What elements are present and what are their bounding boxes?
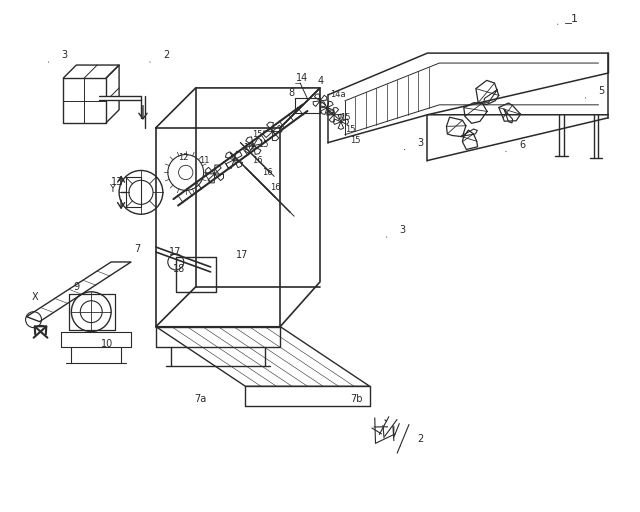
Text: 16: 16 xyxy=(243,143,254,152)
Text: 11: 11 xyxy=(198,156,209,165)
Text: 13: 13 xyxy=(111,177,124,187)
Text: 17: 17 xyxy=(236,250,248,260)
Text: 6: 6 xyxy=(519,140,525,150)
Text: 7b: 7b xyxy=(350,394,362,404)
Text: 8: 8 xyxy=(288,88,294,98)
Text: 16: 16 xyxy=(252,156,263,165)
Text: 16: 16 xyxy=(262,168,273,177)
Text: 2: 2 xyxy=(163,50,169,60)
Text: 5: 5 xyxy=(598,86,605,96)
Text: 3: 3 xyxy=(399,225,406,235)
Text: 1: 1 xyxy=(571,14,578,24)
Text: 14: 14 xyxy=(296,73,308,83)
Text: 3: 3 xyxy=(61,50,68,60)
Text: 17: 17 xyxy=(169,247,181,257)
Text: X: X xyxy=(31,292,38,302)
Text: 7: 7 xyxy=(134,244,140,254)
Text: 15: 15 xyxy=(259,140,269,149)
Text: Y: Y xyxy=(109,184,115,195)
Text: 15: 15 xyxy=(345,125,355,134)
Text: 10: 10 xyxy=(101,338,113,349)
Text: 15: 15 xyxy=(350,136,360,145)
Text: 8a: 8a xyxy=(325,108,335,117)
Text: 4: 4 xyxy=(318,76,324,86)
Text: 18: 18 xyxy=(173,264,185,274)
Text: 15: 15 xyxy=(252,130,263,139)
Text: 9: 9 xyxy=(74,282,79,292)
Text: 7a: 7a xyxy=(194,394,206,404)
Text: 2: 2 xyxy=(417,434,424,444)
Text: 14a: 14a xyxy=(330,91,346,99)
Text: 12: 12 xyxy=(178,153,188,162)
Text: 15: 15 xyxy=(340,113,350,122)
Text: 3: 3 xyxy=(417,138,424,147)
Text: 16: 16 xyxy=(270,183,281,192)
